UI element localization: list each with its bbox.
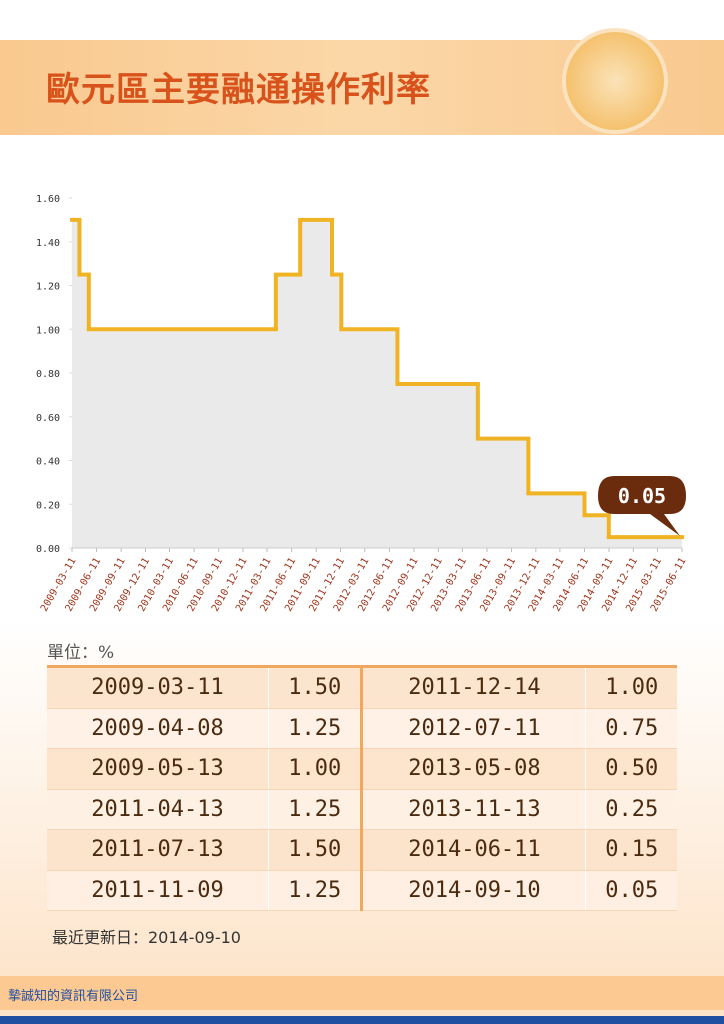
table-row: 2011-04-13 1.25 2013-11-13 0.25 (47, 789, 677, 830)
table-row: 2009-03-11 1.50 2011-12-14 1.00 (47, 666, 677, 709)
table-row: 2009-04-08 1.25 2012-07-11 0.75 (47, 708, 677, 749)
rate-cell: 0.25 (585, 789, 677, 830)
date-cell: 2009-03-11 (47, 666, 269, 709)
y-tick-label: 0.40 (36, 457, 60, 468)
date-cell: 2012-07-11 (360, 708, 586, 749)
chart: 0.000.200.400.600.801.001.201.401.602009… (36, 194, 689, 614)
rate-cell: 1.00 (267, 748, 362, 790)
y-tick-label: 0.20 (36, 500, 60, 511)
date-cell: 2009-04-08 (47, 708, 269, 749)
rate-cell: 1.00 (585, 666, 677, 709)
date-cell: 2014-06-11 (360, 829, 586, 871)
date-cell: 2013-11-13 (360, 789, 586, 830)
table-row: 2011-11-09 1.25 2014-09-10 0.05 (47, 870, 677, 911)
logo-icon (562, 28, 668, 134)
date-cell: 2014-09-10 (360, 870, 586, 911)
rate-cell: 0.05 (585, 870, 677, 911)
rate-table: 2009-03-11 1.50 2011-12-14 1.00 2009-04-08 1.… (47, 665, 677, 911)
y-tick-label: 0.00 (36, 544, 60, 555)
update-date: 最近更新日：2014-09-10 (52, 928, 241, 947)
rate-cell: 0.50 (585, 748, 677, 790)
rate-cell: 1.25 (267, 789, 362, 830)
rate-cell: 0.15 (585, 829, 677, 871)
footer-bar (0, 1016, 724, 1024)
rate-cell: 0.75 (585, 708, 677, 749)
step-connectors (77, 219, 611, 538)
y-tick-label: 0.80 (36, 369, 60, 380)
y-tick-label: 1.00 (36, 325, 60, 336)
date-cell: 2011-12-14 (360, 666, 586, 709)
date-cell: 2009-05-13 (47, 748, 269, 790)
y-tick-label: 0.60 (36, 413, 60, 424)
rate-cell: 1.50 (267, 666, 362, 709)
area (72, 219, 682, 548)
footer-band (0, 976, 724, 1010)
date-cell: 2011-07-13 (47, 829, 269, 871)
date-cell: 2013-05-08 (360, 748, 586, 790)
callout-label: 0.05 (618, 484, 666, 508)
footer-text: 摯誠知的資訊有限公司 (8, 989, 139, 1004)
title: 歐元區主要融通操作利率 (46, 70, 431, 110)
date-cell: 2011-11-09 (47, 870, 269, 911)
rate-cell: 1.25 (267, 708, 362, 749)
callout-bubble (598, 476, 686, 536)
table-row: 2009-05-13 1.00 2013-05-08 0.50 (47, 748, 677, 790)
unit-label: 單位：% (47, 643, 115, 663)
y-tick-label: 1.20 (36, 282, 60, 293)
rate-cell: 1.50 (267, 829, 362, 871)
date-cell: 2011-04-13 (47, 789, 269, 830)
y-tick-label: 1.40 (36, 238, 60, 249)
rate-cell: 1.25 (267, 870, 362, 911)
y-tick-label: 1.60 (36, 194, 60, 205)
table-row: 2011-07-13 1.50 2014-06-11 0.15 (47, 829, 677, 871)
